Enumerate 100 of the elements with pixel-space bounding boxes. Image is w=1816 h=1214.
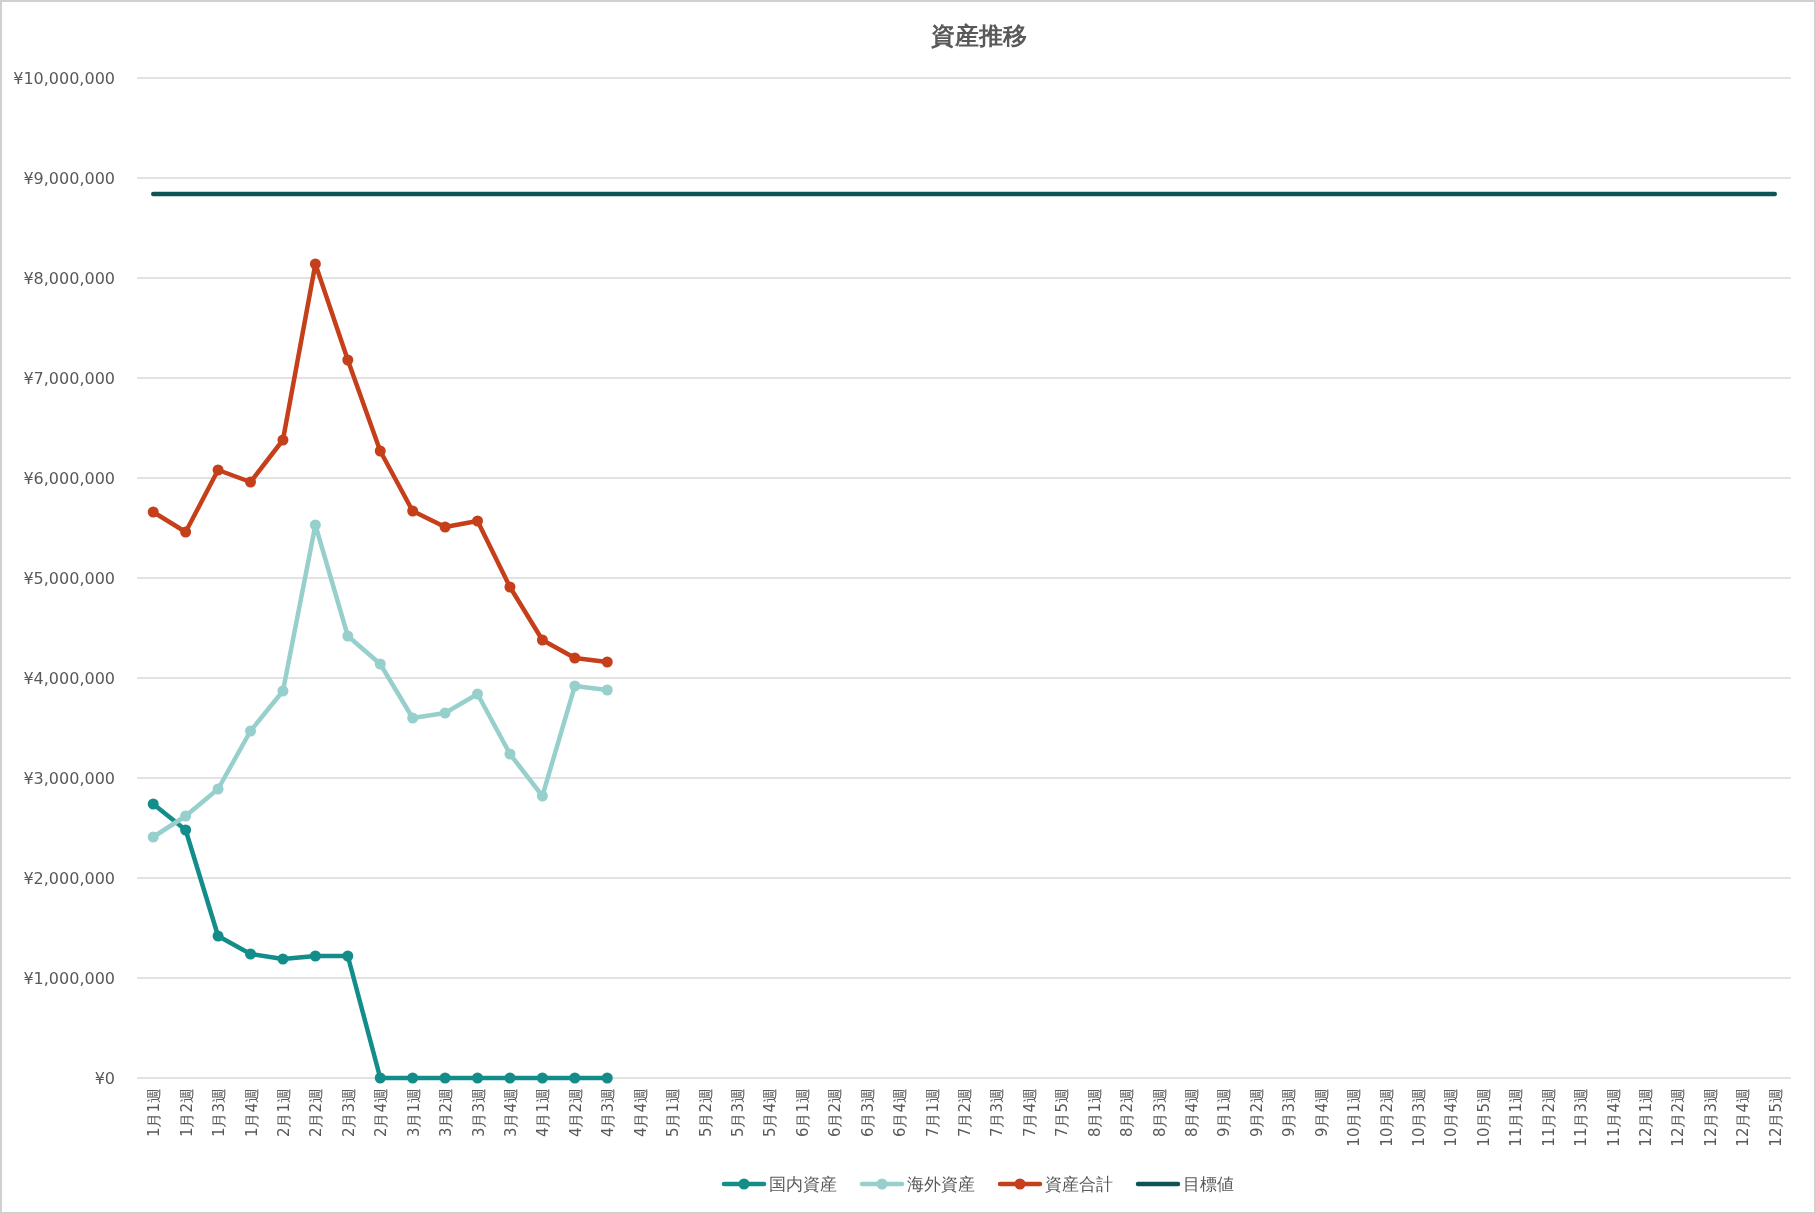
x-tick-label: 6月1週 xyxy=(793,1088,812,1138)
point xyxy=(439,707,451,719)
point xyxy=(407,505,419,517)
x-tick-label: 2月2週 xyxy=(307,1088,326,1138)
point xyxy=(180,824,192,836)
x-tick-label: 6月2週 xyxy=(826,1088,845,1138)
point xyxy=(309,519,321,531)
x-tick-label: 1月3週 xyxy=(210,1088,229,1138)
point xyxy=(504,748,516,760)
x-tick-label: 3月3週 xyxy=(469,1088,488,1138)
point xyxy=(601,684,613,696)
x-tick-label: 9月4週 xyxy=(1312,1088,1331,1138)
x-tick-label: 11月2週 xyxy=(1539,1088,1558,1147)
point xyxy=(277,434,289,446)
point xyxy=(439,521,451,533)
x-tick-label: 8月3週 xyxy=(1150,1088,1169,1138)
y-tick-label: ¥6,000,000 xyxy=(23,469,115,488)
point xyxy=(374,445,386,457)
point xyxy=(277,953,289,965)
x-tick-label: 9月2週 xyxy=(1247,1088,1266,1138)
point xyxy=(180,810,192,822)
x-tick-label: 7月3週 xyxy=(988,1088,1007,1138)
x-tick-label: 4月3週 xyxy=(599,1088,618,1138)
point xyxy=(180,526,192,538)
y-tick-label: ¥3,000,000 xyxy=(23,769,115,788)
point xyxy=(245,948,257,960)
legend-label: 目標値 xyxy=(1183,1174,1234,1194)
y-tick-label: ¥1,000,000 xyxy=(23,969,115,988)
x-tick-label: 12月5週 xyxy=(1766,1088,1785,1147)
x-tick-label: 10月5週 xyxy=(1474,1088,1493,1147)
x-tick-label: 8月2週 xyxy=(1118,1088,1137,1138)
x-tick-label: 6月4週 xyxy=(891,1088,910,1138)
point xyxy=(245,476,257,488)
x-tick-label: 1月4週 xyxy=(242,1088,261,1138)
legend-label: 海外資産 xyxy=(907,1174,975,1194)
x-tick-label: 10月3週 xyxy=(1410,1088,1429,1147)
point xyxy=(536,1072,548,1084)
x-tick-label: 7月4週 xyxy=(1020,1088,1039,1138)
x-tick-label: 7月2週 xyxy=(956,1088,974,1138)
point xyxy=(212,783,224,795)
point xyxy=(536,790,548,802)
x-tick-label: 11月3週 xyxy=(1572,1088,1591,1147)
y-tick-label: ¥0 xyxy=(94,1069,115,1088)
x-tick-label: 10月2週 xyxy=(1377,1088,1396,1147)
x-tick-label: 5月4週 xyxy=(761,1088,780,1138)
x-tick-label: 12月1週 xyxy=(1637,1088,1656,1147)
point xyxy=(309,258,321,270)
x-tick-label: 12月3週 xyxy=(1701,1088,1720,1147)
point xyxy=(569,652,581,664)
point xyxy=(472,1072,484,1084)
legend-label: 国内資産 xyxy=(769,1174,837,1194)
x-tick-label: 7月5週 xyxy=(1053,1088,1072,1138)
x-tick-label: 5月3週 xyxy=(728,1088,747,1138)
point xyxy=(407,1072,419,1084)
point xyxy=(309,950,321,962)
x-tick-label: 3月4週 xyxy=(501,1088,520,1138)
point xyxy=(147,798,159,810)
point xyxy=(504,581,516,593)
x-tick-label: 2月1週 xyxy=(274,1088,293,1138)
x-tick-label: 3月1週 xyxy=(404,1088,423,1138)
point xyxy=(374,658,386,670)
point xyxy=(504,1072,516,1084)
point xyxy=(439,1072,451,1084)
x-tick-label: 9月3週 xyxy=(1280,1088,1299,1138)
x-tick-label: 10月4週 xyxy=(1442,1088,1461,1147)
x-tick-label: 8月4週 xyxy=(1183,1088,1202,1138)
x-tick-label: 2月4週 xyxy=(372,1088,391,1138)
y-tick-label: ¥8,000,000 xyxy=(23,269,115,288)
point xyxy=(245,725,257,737)
y-tick-label: ¥9,000,000 xyxy=(23,169,115,188)
point xyxy=(147,506,159,518)
x-tick-label: 3月2週 xyxy=(437,1088,456,1138)
point xyxy=(277,685,289,697)
x-tick-label: 12月2週 xyxy=(1669,1088,1688,1147)
point xyxy=(569,680,581,692)
x-tick-label: 10月1週 xyxy=(1345,1088,1364,1147)
x-tick-label: 11月1週 xyxy=(1507,1088,1526,1147)
point xyxy=(536,634,548,646)
legend-label: 資産合計 xyxy=(1045,1174,1113,1194)
x-tick-label: 4月4週 xyxy=(631,1088,650,1138)
y-tick-label: ¥4,000,000 xyxy=(23,669,115,688)
point xyxy=(472,688,484,700)
point xyxy=(342,630,354,642)
x-tick-label: 4月1週 xyxy=(534,1088,553,1138)
point xyxy=(212,930,224,942)
point xyxy=(342,354,354,366)
point xyxy=(472,515,484,527)
x-tick-label: 6月3週 xyxy=(858,1088,877,1138)
x-tick-label: 1月1週 xyxy=(145,1088,164,1138)
y-tick-label: ¥10,000,000 xyxy=(13,69,115,88)
x-tick-label: 2月3週 xyxy=(339,1088,358,1138)
point xyxy=(147,831,159,843)
x-tick-label: 12月4週 xyxy=(1734,1088,1753,1147)
point xyxy=(601,1072,613,1084)
point xyxy=(374,1072,386,1084)
x-tick-label: 4月2週 xyxy=(566,1088,585,1138)
y-tick-label: ¥5,000,000 xyxy=(23,569,115,588)
x-tick-label: 1月2週 xyxy=(177,1088,196,1138)
chart-title: 資産推移 xyxy=(930,22,1027,50)
y-tick-label: ¥2,000,000 xyxy=(23,869,115,888)
